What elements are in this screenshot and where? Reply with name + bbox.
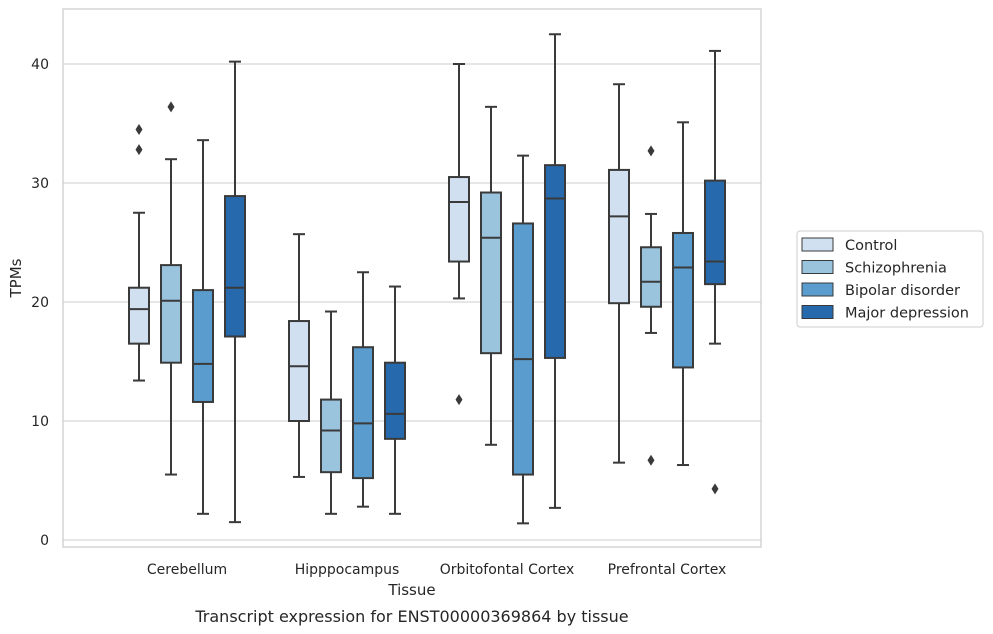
x-tick-label: Orbitofontal Cortex bbox=[440, 562, 575, 578]
box-major-depression bbox=[224, 60, 246, 524]
box-control bbox=[128, 123, 150, 382]
legend-swatch bbox=[801, 305, 834, 319]
y-tick-label: 0 bbox=[40, 533, 49, 549]
box-iqr bbox=[224, 195, 246, 338]
box-major-depression bbox=[384, 285, 406, 515]
outlier-marker bbox=[455, 394, 463, 406]
legend-swatch bbox=[801, 282, 834, 297]
legend-label: Schizophrenia bbox=[845, 261, 947, 277]
box-major-depression bbox=[704, 49, 726, 495]
box-schizophrenia bbox=[160, 101, 182, 476]
y-axis-ticks: 0 10 20 30 40 bbox=[31, 57, 49, 549]
box-bipolar-disorder bbox=[352, 271, 374, 508]
box-iqr bbox=[160, 264, 182, 364]
legend-item: Bipolar disorder bbox=[801, 282, 960, 299]
box-bipolar-disorder bbox=[512, 154, 534, 525]
box-control bbox=[608, 83, 630, 464]
outlier-marker bbox=[647, 454, 655, 466]
box-iqr bbox=[672, 231, 694, 369]
box-iqr bbox=[480, 191, 502, 355]
y-tick-label: 20 bbox=[31, 295, 49, 311]
box-iqr bbox=[288, 320, 310, 423]
outlier-marker bbox=[647, 145, 655, 157]
legend-item: Major depression bbox=[801, 305, 969, 322]
box-iqr bbox=[128, 286, 150, 345]
box-iqr bbox=[448, 176, 470, 263]
y-tick-label: 40 bbox=[31, 57, 49, 73]
x-tick-label: Hipppocampus bbox=[295, 562, 400, 578]
x-axis-label: Tissue bbox=[387, 581, 435, 599]
x-tick-label: Cerebellum bbox=[147, 562, 227, 578]
figure-caption: Transcript expression for ENST0000036986… bbox=[194, 607, 628, 626]
legend-swatch bbox=[801, 237, 834, 252]
y-axis-label: TPMs bbox=[7, 258, 25, 298]
box-groups bbox=[128, 33, 726, 525]
legend-item: Control bbox=[801, 237, 897, 254]
box-iqr bbox=[640, 246, 662, 308]
plot-frame bbox=[62, 8, 762, 548]
box-iqr bbox=[512, 222, 534, 476]
x-axis-ticks: Cerebellum Hipppocampus Orbitofontal Corte… bbox=[147, 562, 726, 578]
box-control bbox=[448, 63, 470, 406]
outlier-marker bbox=[711, 483, 719, 495]
outlier-marker bbox=[135, 144, 143, 156]
legend-swatch bbox=[801, 260, 834, 274]
box-schizophrenia bbox=[480, 105, 502, 446]
box-iqr bbox=[704, 179, 726, 286]
legend-label: Control bbox=[845, 238, 897, 254]
box-control bbox=[288, 233, 310, 478]
box-iqr bbox=[192, 289, 214, 403]
legend-item: Schizophrenia bbox=[801, 260, 947, 277]
legend-label: Bipolar disorder bbox=[845, 283, 960, 299]
box-iqr bbox=[320, 398, 342, 474]
box-bipolar-disorder bbox=[192, 139, 214, 515]
y-tick-label: 30 bbox=[31, 176, 49, 192]
box-iqr bbox=[352, 346, 374, 480]
box-iqr bbox=[384, 361, 406, 440]
legend-frame bbox=[796, 230, 984, 328]
box-bipolar-disorder bbox=[672, 121, 694, 467]
y-tick-label: 10 bbox=[31, 414, 49, 430]
box-iqr bbox=[608, 168, 630, 305]
box-major-depression bbox=[544, 33, 566, 509]
outlier-marker bbox=[167, 101, 175, 113]
box-schizophrenia bbox=[640, 145, 662, 466]
outlier-marker bbox=[135, 123, 143, 135]
legend: Control Schizophrenia Bipolar disorder Majo… bbox=[796, 230, 984, 328]
box-iqr bbox=[544, 164, 566, 359]
x-tick-label: Prefrontal Cortex bbox=[608, 562, 727, 578]
legend-label: Major depression bbox=[845, 306, 969, 322]
box-schizophrenia bbox=[320, 310, 342, 515]
